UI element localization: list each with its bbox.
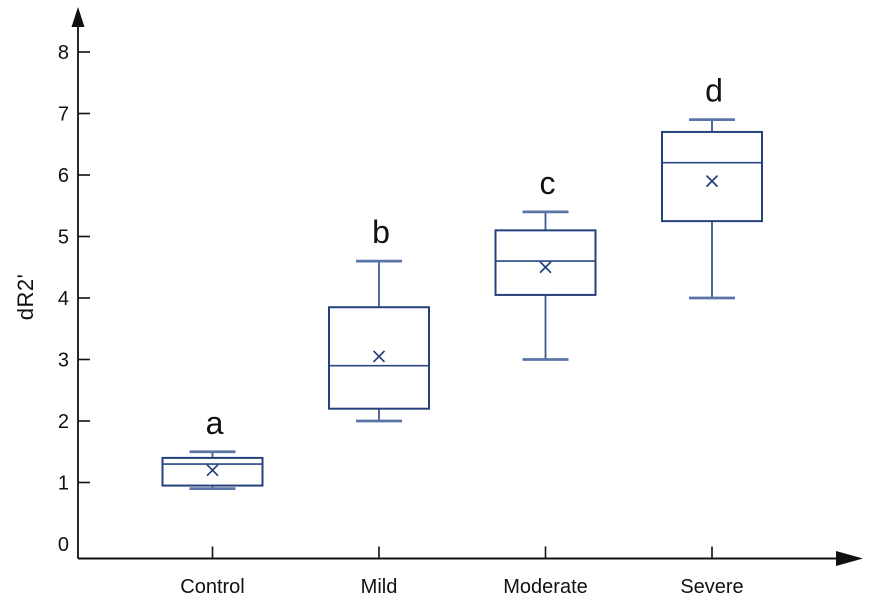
y-tick-label: 2 — [58, 411, 69, 433]
mean-marker-icon — [539, 261, 552, 274]
x-category-label: Control — [180, 576, 244, 598]
y-tick-label: 1 — [58, 473, 69, 495]
y-tick-label: 8 — [58, 42, 69, 64]
x-category-label: Moderate — [503, 576, 588, 598]
box-group-mild: b — [328, 214, 430, 423]
mean-marker-icon — [206, 464, 219, 477]
y-axis-label: dR2' — [13, 273, 38, 321]
y-tick-label: 3 — [58, 350, 69, 372]
box-group-severe: d — [661, 73, 763, 300]
box-group-moderate: c — [494, 165, 597, 361]
y-axis-arrow-icon — [71, 7, 85, 27]
y-tick-label: 4 — [58, 288, 69, 310]
sig-letter: b — [372, 214, 390, 250]
box-rect — [494, 229, 597, 296]
box-rect — [161, 456, 264, 487]
box-group-control: a — [161, 405, 264, 491]
sig-letter: a — [206, 405, 224, 441]
box-rect — [661, 130, 763, 223]
sig-letter: d — [705, 73, 723, 109]
y-tick-label: 6 — [58, 165, 69, 187]
sig-letter: c — [540, 165, 556, 201]
x-category-label: Severe — [680, 576, 743, 598]
y-tick-label: 7 — [58, 104, 69, 126]
mean-marker-icon — [705, 175, 719, 188]
x-category-label: Mild — [361, 576, 398, 598]
y-tick-label: 0 — [58, 534, 69, 556]
y-tick-label: 5 — [58, 227, 69, 249]
box-rect — [328, 306, 430, 410]
mean-marker-icon — [372, 350, 386, 363]
x-axis-arrow-icon — [836, 551, 863, 566]
